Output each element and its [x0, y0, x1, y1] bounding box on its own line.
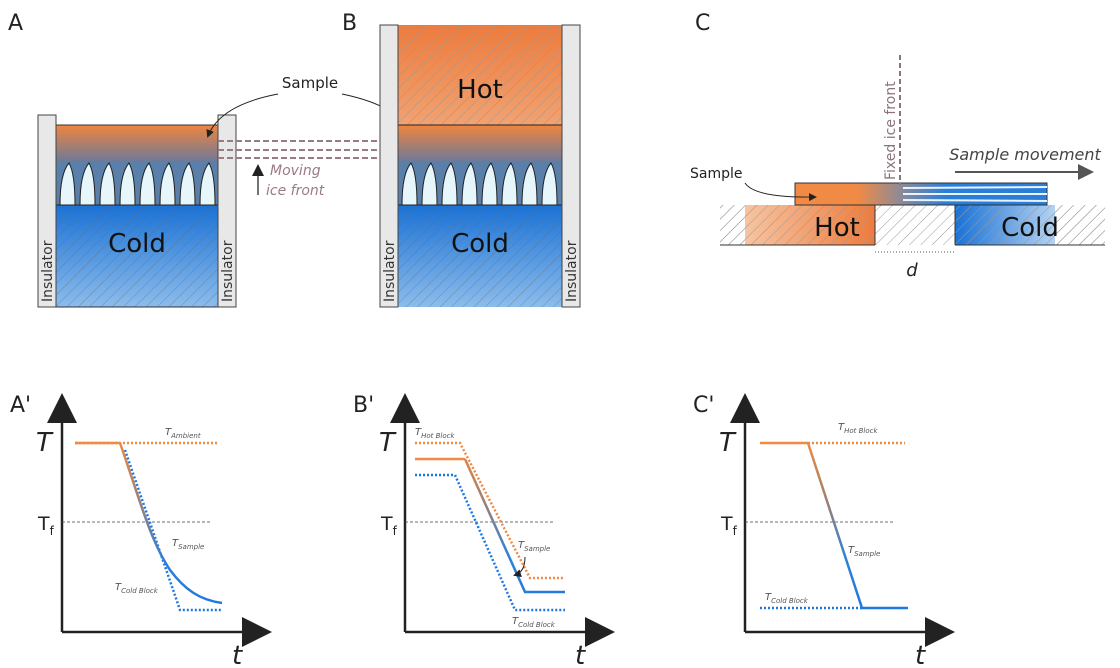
hot-region — [56, 125, 218, 161]
cold-reference — [415, 475, 565, 610]
subscript: Sample — [178, 543, 204, 551]
sample-movement-label: Sample movement — [949, 145, 1101, 164]
y-axis-label: T — [36, 428, 54, 458]
subscript: Cold Block — [771, 597, 809, 605]
panel-label: C' — [693, 393, 714, 418]
x-axis-label: t — [575, 641, 586, 668]
curve-annotation: TSample — [518, 540, 550, 553]
y-axis-label: T — [719, 428, 737, 458]
panel-label: A' — [10, 393, 31, 418]
subscript: f — [50, 524, 55, 538]
curve-annotation: TSample — [172, 538, 204, 551]
subscript: f — [733, 524, 738, 538]
subscript: Cold Block — [121, 587, 159, 595]
curve-annotation: THot Block — [838, 422, 879, 435]
moving-ice-front-label: Moving — [270, 163, 321, 179]
hot-label: Hot — [457, 75, 503, 105]
cold-label: Cold — [451, 229, 509, 259]
hot-label: Hot — [814, 213, 860, 243]
fixed-ice-front-label: Fixed ice front — [883, 81, 899, 180]
hot-reference — [415, 443, 565, 578]
panel-b: Insulator Insulator Hot Cold — [380, 25, 580, 307]
sample-curve — [120, 443, 222, 603]
y-axis-label: T — [379, 428, 397, 458]
subscript: Sample — [524, 545, 550, 553]
sample-curve — [808, 443, 908, 608]
distance-label: d — [906, 260, 918, 281]
freezing-label: Tf — [720, 513, 738, 538]
panel-label: B — [342, 11, 357, 36]
panel-label: B' — [353, 393, 374, 418]
symbol: T — [380, 513, 393, 535]
panel-a: Insulator Insulator Cold — [38, 115, 236, 307]
cold-label: Cold — [1001, 213, 1059, 243]
subscript: Hot Block — [844, 427, 878, 435]
sample-label: Sample — [282, 74, 338, 92]
cold-reference — [125, 450, 222, 610]
curve-annotation: TCold Block — [115, 582, 159, 595]
curve-annotation: TCold Block — [765, 592, 809, 605]
insulator-label: Insulator — [564, 240, 580, 302]
curve-annotation: TSample — [848, 545, 880, 558]
moving-ice-front-label: ice front — [266, 183, 325, 199]
insulator-label: Insulator — [220, 240, 236, 302]
freezing-label: Tf — [37, 513, 55, 538]
subscript: Cold Block — [518, 621, 556, 629]
panel-label: C — [695, 11, 710, 36]
curve-annotation: THot Block — [415, 427, 456, 440]
subscript: Sample — [854, 550, 880, 558]
panel-c: Fixed ice front Sample movement Sample H… — [690, 55, 1105, 281]
freezing-label: Tf — [380, 513, 398, 538]
subscript: f — [393, 524, 398, 538]
subscript: Hot Block — [421, 432, 455, 440]
x-axis-label: t — [232, 641, 243, 668]
insulator-label: Insulator — [382, 240, 398, 302]
subscript: Ambient — [170, 432, 201, 440]
curve-annotation: TCold Block — [512, 616, 556, 629]
sample-connector: Moving ice front Sample — [208, 74, 405, 199]
symbol: T — [720, 513, 733, 535]
figure: A Insulator Insulator Cold Moving ice fr… — [0, 0, 1120, 668]
symbol: T — [37, 513, 50, 535]
cold-label: Cold — [108, 229, 166, 259]
sample-region — [398, 125, 562, 161]
sample-label: Sample — [690, 166, 743, 182]
x-axis-label: t — [915, 641, 926, 668]
insulator-label: Insulator — [40, 240, 56, 302]
panel-label: A — [8, 11, 23, 36]
sample-curve — [465, 459, 565, 592]
curve-annotation: TAmbient — [165, 427, 201, 440]
